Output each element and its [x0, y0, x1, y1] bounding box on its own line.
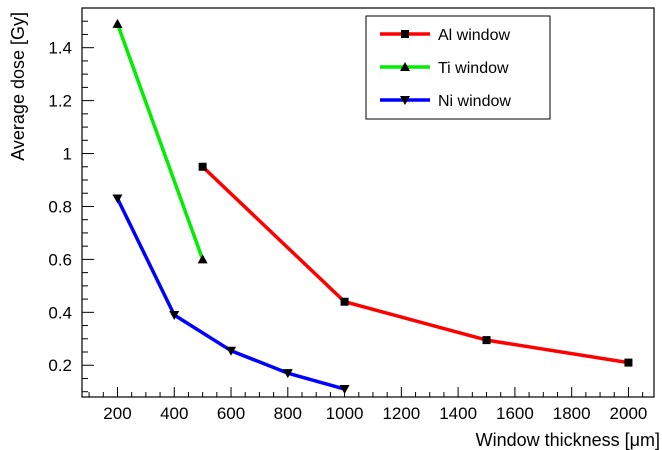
legend: Al window Ti window Ni window: [365, 15, 551, 120]
x-tick-label: 1200: [382, 404, 420, 423]
plot-frame-layer: [81, 7, 655, 398]
y-tick-label: 0.8: [48, 197, 72, 216]
series-line-al-window: [201, 165, 629, 365]
legend-label-ni-window: Ni window: [438, 93, 511, 110]
data-point-ni-window: [339, 385, 350, 395]
y-axis-label: Average dose [Gy]: [8, 12, 28, 161]
axis-ticks-layer: 200 400 600 800 1000 1200 1400 1600 1800 2000 0.2 0…: [48, 20, 648, 423]
data-point-ti-window: [197, 254, 208, 264]
data-point-al-window: [340, 297, 349, 306]
y-tick-label: 1.4: [48, 39, 72, 58]
legend-label-al-window: Al window: [438, 27, 510, 44]
series-line-ti-window: [115, 23, 205, 260]
x-tick-label: 1400: [439, 404, 477, 423]
x-tick-label: 200: [103, 404, 131, 423]
data-point-al-window: [198, 162, 207, 171]
y-tick-label: 0.4: [48, 303, 72, 322]
series-layer: [112, 18, 633, 395]
data-point-ni-window: [226, 346, 237, 356]
plot-frame: [81, 7, 655, 398]
x-tick-label: 1000: [326, 404, 364, 423]
y-tick-label: 1.2: [48, 92, 72, 111]
x-tick-label: 400: [160, 404, 188, 423]
x-tick-label: 800: [274, 404, 302, 423]
data-point-al-window: [482, 336, 491, 345]
x-tick-label: 600: [217, 404, 245, 423]
legend-marker-ni-window: [400, 96, 410, 105]
x-tick-label: 1600: [496, 404, 534, 423]
x-tick-label: 1800: [553, 404, 591, 423]
data-point-al-window: [624, 358, 633, 367]
data-point-ni-window: [112, 194, 123, 204]
x-axis-label: Window thickness [μm]: [476, 430, 660, 450]
x-tick-label: 2000: [610, 404, 648, 423]
legend-marker-ti-window: [400, 62, 410, 71]
data-point-ni-window: [169, 310, 180, 320]
y-tick-label: 0.2: [48, 356, 72, 375]
y-tick-label: 1: [63, 145, 72, 164]
legend-marker-al-window: [401, 30, 409, 38]
data-point-ni-window: [282, 369, 293, 379]
y-tick-label: 0.6: [48, 250, 72, 269]
data-point-ti-window: [112, 18, 123, 28]
series-line-ni-window: [115, 197, 346, 391]
legend-label-ti-window: Ti window: [438, 60, 509, 77]
